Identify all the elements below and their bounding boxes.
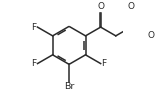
- Text: O: O: [147, 31, 154, 40]
- Text: F: F: [31, 23, 36, 32]
- Text: F: F: [31, 59, 36, 68]
- Text: Br: Br: [64, 82, 74, 91]
- Text: F: F: [102, 59, 107, 68]
- Text: O: O: [97, 2, 104, 11]
- Text: O: O: [127, 2, 134, 11]
